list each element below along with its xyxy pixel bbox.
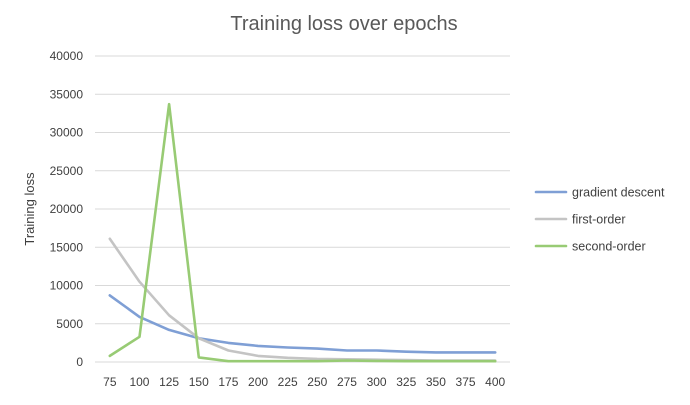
x-tick-label: 100 <box>129 375 149 389</box>
x-tick-label: 225 <box>278 375 298 389</box>
y-axis-ticks: 0 5000 10000 15000 20000 25000 30000 35000 40000 <box>50 49 84 369</box>
x-tick-label: 275 <box>337 375 357 389</box>
y-tick-label: 15000 <box>50 240 84 254</box>
y-tick-label: 35000 <box>50 87 84 101</box>
legend-label: second-order <box>572 240 646 254</box>
x-tick-label: 125 <box>159 375 179 389</box>
x-tick-label: 300 <box>367 375 387 389</box>
x-tick-label: 375 <box>456 375 476 389</box>
x-tick-label: 200 <box>248 375 268 389</box>
series-lines <box>108 102 497 363</box>
legend-label: first-order <box>572 213 625 227</box>
y-tick-label: 30000 <box>50 126 84 140</box>
chart-title: Training loss over epochs <box>230 13 457 35</box>
y-axis-label: Training loss <box>22 172 37 246</box>
y-tick-label: 0 <box>76 355 83 369</box>
legend: gradient descent first-order second-order <box>534 186 665 254</box>
series-line-first-order <box>108 237 497 362</box>
x-tick-label: 175 <box>218 375 238 389</box>
x-tick-label: 400 <box>485 375 505 389</box>
x-tick-label: 75 <box>103 375 117 389</box>
y-tick-label: 20000 <box>50 202 84 216</box>
x-tick-label: 325 <box>396 375 416 389</box>
y-tick-label: 5000 <box>56 317 83 331</box>
y-tick-label: 10000 <box>50 279 84 293</box>
x-axis-ticks: 75 100 125 150 175 200 225 250 275 300 325 350 375 40… <box>103 375 505 389</box>
legend-label: gradient descent <box>572 186 665 200</box>
x-tick-label: 150 <box>189 375 209 389</box>
series-line-second-order <box>108 102 497 363</box>
x-tick-label: 250 <box>307 375 327 389</box>
x-tick-label: 350 <box>426 375 446 389</box>
y-tick-label: 25000 <box>50 164 84 178</box>
series-line-gradient-descent <box>108 294 497 354</box>
y-tick-label: 40000 <box>50 49 84 63</box>
gridlines <box>95 55 510 363</box>
